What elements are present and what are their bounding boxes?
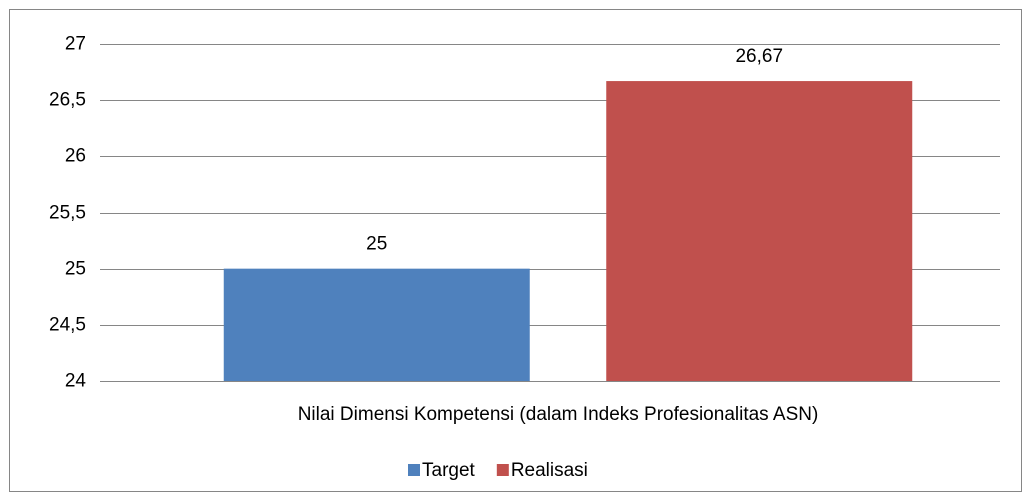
y-tick-label: 24 — [65, 371, 87, 392]
x-tick-label: Nilai Dimensi Kompetensi (dalam Indeks P… — [298, 404, 819, 425]
legend-swatch — [408, 464, 420, 476]
y-tick-label: 24,5 — [49, 315, 86, 336]
y-tick-label: 26,5 — [49, 90, 86, 111]
legend-label: Target — [422, 460, 476, 481]
legend-label: Realisasi — [511, 460, 588, 481]
y-tick-label: 25 — [65, 259, 86, 280]
value-label: 25 — [366, 234, 387, 255]
bar — [223, 268, 530, 381]
y-tick-label: 27 — [65, 34, 86, 55]
legend-swatch — [496, 464, 509, 476]
bar — [606, 81, 913, 381]
y-tick-label: 25,5 — [49, 203, 86, 224]
value-label: 26,67 — [735, 46, 783, 67]
y-tick-label: 26 — [65, 146, 86, 167]
